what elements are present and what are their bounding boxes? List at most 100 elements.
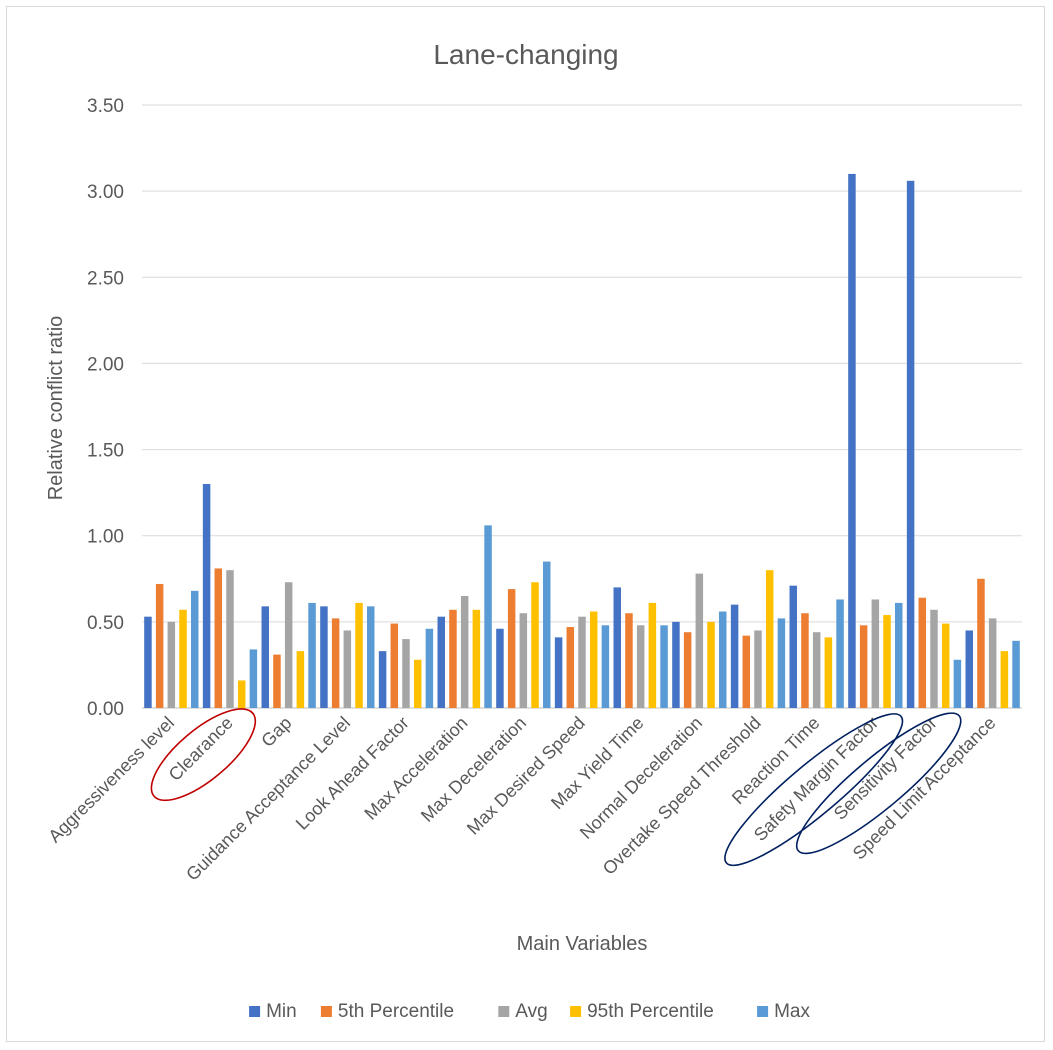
bar <box>848 173 856 708</box>
bar <box>601 625 610 708</box>
legend-swatch <box>570 1006 582 1017</box>
bar <box>613 587 622 708</box>
bar <box>531 582 539 708</box>
bar <box>261 606 270 708</box>
bar <box>1012 640 1020 708</box>
bar <box>707 621 715 708</box>
bar <box>249 649 258 708</box>
bar <box>836 599 844 708</box>
highlight-ellipse <box>724 713 904 867</box>
bar <box>449 609 457 708</box>
bar <box>413 659 422 708</box>
x-tick-label: Clearance <box>165 713 237 785</box>
bar <box>636 625 645 708</box>
bar <box>437 616 446 708</box>
bar <box>883 614 891 708</box>
bar <box>484 525 492 708</box>
bar <box>801 613 809 708</box>
bar <box>202 484 211 708</box>
bar <box>237 680 246 708</box>
bar <box>589 611 598 708</box>
legend-swatch <box>249 1006 261 1017</box>
bar <box>378 651 387 708</box>
highlight-ellipse <box>150 708 257 802</box>
bar <box>894 602 903 708</box>
bar <box>953 659 962 708</box>
bar <box>144 616 152 708</box>
bar <box>648 602 657 708</box>
bar <box>977 578 985 708</box>
bar <box>765 570 774 708</box>
y-tick-label: 3.50 <box>87 96 124 117</box>
x-tick-label: Gap <box>257 713 295 751</box>
bar <box>754 630 762 708</box>
annotations <box>150 708 962 867</box>
bar <box>554 637 563 708</box>
legend: Min 5th Percentile Avg 95th Percentile Max <box>249 1001 810 1022</box>
bar <box>930 609 938 708</box>
legend-label: 95th Percentile <box>587 1001 714 1022</box>
bar <box>167 621 176 708</box>
bar <box>683 632 692 708</box>
x-tick-label: Max Deceleration <box>417 713 530 826</box>
bar <box>190 590 199 708</box>
y-tick-label: 0.50 <box>87 613 124 634</box>
legend-swatch <box>757 1006 769 1017</box>
chart-frame <box>6 6 1045 1042</box>
bar <box>519 613 528 708</box>
y-axis-ticks: 0.00 0.50 1.00 1.50 2.00 2.50 3.00 3.50 <box>87 96 124 720</box>
bar <box>859 625 868 708</box>
y-axis-label: Relative conflict ratio <box>45 316 67 501</box>
bar <box>906 180 915 708</box>
bar <box>578 616 586 708</box>
bar <box>214 568 223 708</box>
bar <box>918 597 927 708</box>
bar <box>273 654 281 708</box>
bar <box>718 611 727 708</box>
y-tick-label: 1.50 <box>87 441 124 462</box>
bar <box>542 561 551 708</box>
legend-label: Min <box>266 1001 297 1022</box>
bar <box>625 613 633 708</box>
bar <box>824 637 833 708</box>
chart-title: Lane-changing <box>433 39 618 70</box>
bar <box>988 618 997 708</box>
highlight-ellipse <box>795 712 962 855</box>
bars <box>144 173 1020 708</box>
bar <box>730 604 739 708</box>
bar <box>296 651 305 708</box>
y-tick-label: 0.00 <box>87 699 124 720</box>
bar <box>320 606 328 708</box>
bar <box>742 635 751 708</box>
bar <box>507 589 516 708</box>
y-tick-label: 1.00 <box>87 527 124 548</box>
bar <box>695 573 704 708</box>
bar <box>941 623 950 708</box>
bar <box>155 583 164 708</box>
x-axis-label: Main Variables <box>517 933 648 955</box>
bar <box>284 582 293 708</box>
bar <box>425 628 434 708</box>
legend-label: 5th Percentile <box>338 1001 454 1022</box>
bar <box>460 596 469 708</box>
bar <box>965 630 974 708</box>
y-tick-label: 2.50 <box>87 268 124 289</box>
bar <box>777 618 786 708</box>
legend-label: Max <box>774 1001 810 1022</box>
bar <box>355 602 363 708</box>
bar <box>672 621 680 708</box>
bar <box>660 625 668 708</box>
legend-swatch <box>320 1006 332 1017</box>
bar <box>331 618 340 708</box>
y-tick-label: 3.00 <box>87 182 124 203</box>
legend-label: Avg <box>515 1001 547 1022</box>
bar <box>566 627 575 708</box>
x-tick-label: Aggressiveness level <box>44 713 178 847</box>
bar <box>308 602 316 708</box>
bar <box>402 639 410 708</box>
bar <box>390 623 399 708</box>
x-tick-label: Max Acceleration <box>360 713 471 824</box>
bar <box>179 609 187 708</box>
